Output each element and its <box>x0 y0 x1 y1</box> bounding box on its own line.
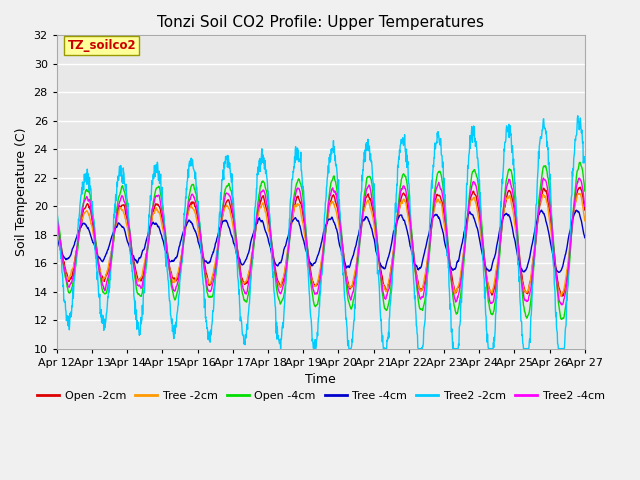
Text: TZ_soilco2: TZ_soilco2 <box>67 39 136 52</box>
Tree -2cm <box>170 279 178 285</box>
Tree -4cm <box>53 235 61 241</box>
Tree2 -4cm <box>518 281 526 287</box>
Line: Tree2 -2cm: Tree2 -2cm <box>57 116 585 348</box>
Tree -2cm <box>518 277 526 283</box>
Line: Tree -2cm: Tree -2cm <box>57 193 585 296</box>
Tree2 -2cm <box>157 191 165 196</box>
Tree2 -2cm <box>230 195 237 201</box>
Open -2cm <box>53 218 61 224</box>
Open -2cm <box>577 184 584 190</box>
Line: Open -2cm: Open -2cm <box>57 187 585 296</box>
Open -4cm <box>576 159 584 165</box>
Tree -4cm <box>230 239 237 245</box>
Open -2cm <box>581 207 589 213</box>
Tree -2cm <box>230 226 237 232</box>
Open -2cm <box>403 195 410 201</box>
Y-axis label: Soil Temperature (C): Soil Temperature (C) <box>15 128 28 256</box>
Tree -4cm <box>403 225 410 231</box>
Tree2 -2cm <box>170 322 178 328</box>
Open -4cm <box>403 177 410 182</box>
Tree2 -4cm <box>558 302 566 308</box>
Open -4cm <box>558 316 566 322</box>
Tree -2cm <box>157 219 165 225</box>
Open -2cm <box>230 215 237 221</box>
Tree -2cm <box>557 293 565 299</box>
Open -4cm <box>53 209 61 215</box>
Open -2cm <box>472 192 479 198</box>
Open -4cm <box>230 204 237 210</box>
Tree -4cm <box>170 257 178 263</box>
Tree2 -4cm <box>581 204 589 209</box>
Open -4cm <box>581 188 589 194</box>
Line: Tree2 -4cm: Tree2 -4cm <box>57 178 585 305</box>
Line: Tree -4cm: Tree -4cm <box>57 210 585 273</box>
Tree2 -2cm <box>276 346 284 351</box>
Open -2cm <box>157 212 165 218</box>
Tree2 -2cm <box>581 160 589 166</box>
Tree2 -4cm <box>403 191 410 196</box>
Open -2cm <box>170 275 178 281</box>
Tree -2cm <box>403 204 410 209</box>
Tree -4cm <box>555 270 563 276</box>
Tree2 -4cm <box>472 181 479 187</box>
Tree2 -2cm <box>574 113 582 119</box>
Tree -2cm <box>574 191 582 196</box>
Tree -2cm <box>581 218 589 224</box>
Open -4cm <box>170 296 178 301</box>
Open -2cm <box>558 293 566 299</box>
Tree -4cm <box>538 207 545 213</box>
Legend: Open -2cm, Tree -2cm, Open -4cm, Tree -4cm, Tree2 -2cm, Tree2 -4cm: Open -2cm, Tree -2cm, Open -4cm, Tree -4… <box>33 387 609 406</box>
Tree -4cm <box>581 235 589 240</box>
Tree2 -4cm <box>540 175 547 181</box>
Tree2 -2cm <box>518 332 526 337</box>
Tree -4cm <box>472 220 479 226</box>
Tree -2cm <box>472 198 479 204</box>
Title: Tonzi Soil CO2 Profile: Upper Temperatures: Tonzi Soil CO2 Profile: Upper Temperatur… <box>157 15 484 30</box>
Tree2 -2cm <box>403 165 411 170</box>
Open -4cm <box>518 287 526 292</box>
Tree -2cm <box>53 227 61 232</box>
Tree2 -4cm <box>170 288 178 293</box>
X-axis label: Time: Time <box>305 373 336 386</box>
Tree2 -4cm <box>157 207 165 213</box>
Open -4cm <box>472 170 479 176</box>
Tree2 -4cm <box>230 214 237 219</box>
Tree -4cm <box>157 232 165 238</box>
Tree2 -4cm <box>53 213 61 219</box>
Tree -4cm <box>518 267 526 273</box>
Open -2cm <box>518 273 526 278</box>
Tree2 -2cm <box>53 204 61 209</box>
Open -4cm <box>157 195 165 201</box>
Tree2 -2cm <box>472 141 479 147</box>
Line: Open -4cm: Open -4cm <box>57 162 585 319</box>
